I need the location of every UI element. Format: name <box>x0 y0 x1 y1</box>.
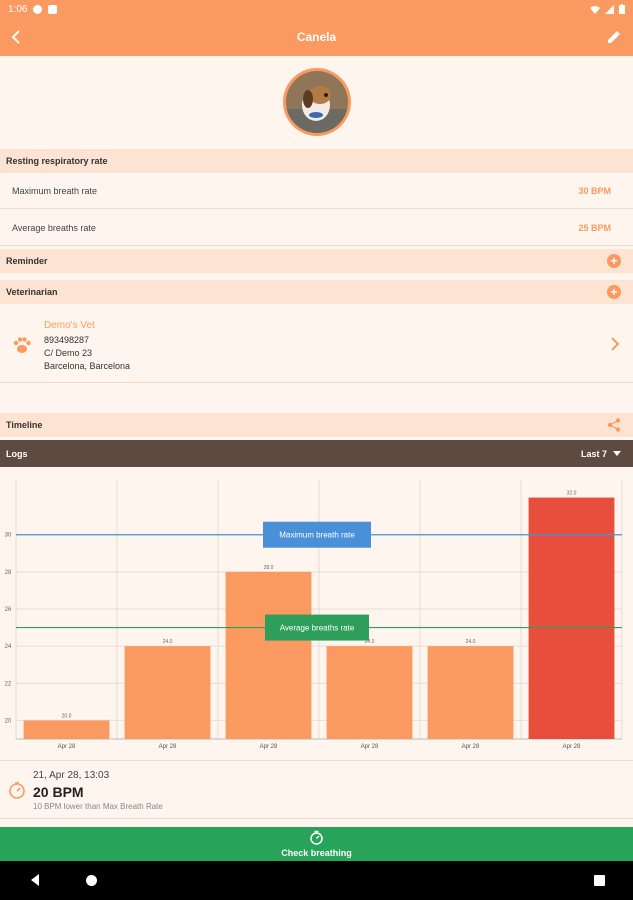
y-tick-label: 20 <box>5 718 12 724</box>
y-tick-label: 24 <box>5 644 12 650</box>
x-tick-label: Apr 28 <box>159 744 177 750</box>
nav-recents-icon[interactable] <box>594 875 605 886</box>
log-entry-partial <box>0 818 633 830</box>
reminder-header: Reminder + <box>0 249 633 273</box>
bar-value-label: 20.0 <box>62 713 72 719</box>
status-time: 1:06 <box>8 3 28 15</box>
max-breath-rate-row: Maximum breath rate 30 BPM <box>0 173 633 209</box>
y-tick-label: 28 <box>5 570 12 576</box>
pet-avatar <box>283 68 351 136</box>
battery-icon <box>619 4 625 14</box>
status-bar: 1:06 <box>0 0 633 18</box>
resting-rate-title: Resting respiratory rate <box>6 156 108 166</box>
stopwatch-icon <box>9 782 25 799</box>
x-tick-label: Apr 28 <box>563 744 581 750</box>
sd-card-icon <box>48 4 58 14</box>
share-icon[interactable] <box>607 418 621 432</box>
x-tick-label: Apr 28 <box>361 744 379 750</box>
timeline-title: Timeline <box>6 420 43 430</box>
chart-bar <box>427 646 514 739</box>
veterinarian-card[interactable]: Demo's Vet 893498287 C/ Demo 23 Barcelon… <box>0 305 633 383</box>
bar-value-label: 24.0 <box>163 639 173 645</box>
wifi-icon <box>590 5 600 14</box>
avg-breath-rate-value: 25 BPM <box>578 222 611 233</box>
chart-bar <box>326 646 413 739</box>
entry-datetime: 21, Apr 28, 13:03 <box>33 770 110 781</box>
veterinarian-header: Veterinarian + <box>0 280 633 304</box>
breath-rate-chart: 20 22 24 26 28 30 20.0 Apr 28 24.0 Apr 28 28.0 Apr … <box>5 479 623 750</box>
vet-city: Barcelona, Barcelona <box>44 361 131 371</box>
check-breathing-label: Check breathing <box>281 848 352 858</box>
logs-bar: Logs Last 7 <box>0 440 633 467</box>
edit-pencil-icon[interactable] <box>603 26 625 48</box>
reference-label: Average breaths rate <box>280 624 355 633</box>
x-tick-label: Apr 28 <box>58 744 76 750</box>
max-breath-rate-label: Maximum breath rate <box>12 185 98 196</box>
nav-home-icon[interactable] <box>86 875 97 886</box>
entry-bpm: 20 BPM <box>33 784 84 800</box>
x-tick-label: Apr 28 <box>260 744 278 750</box>
chart-bar <box>225 571 312 739</box>
nav-back-icon[interactable] <box>28 873 42 887</box>
notification-icon <box>33 4 43 14</box>
chevron-right-icon[interactable] <box>609 336 621 352</box>
reminder-title: Reminder <box>6 256 48 266</box>
bar-value-label: 24.0 <box>365 639 375 645</box>
vet-name: Demo's Vet <box>44 320 95 331</box>
back-arrow-icon[interactable] <box>6 26 28 48</box>
bar-value-label: 28.0 <box>264 565 274 571</box>
range-dropdown[interactable]: Last 7 <box>581 449 621 459</box>
chart-bar <box>124 646 211 739</box>
max-breath-rate-value: 30 BPM <box>578 185 611 196</box>
add-reminder-button[interactable]: + <box>607 254 621 268</box>
avg-breath-rate-label: Average breaths rate <box>12 222 96 233</box>
log-entry[interactable]: 21, Apr 28, 13:03 20 BPM 10 BPM lower th… <box>0 760 633 818</box>
x-tick-label: Apr 28 <box>462 744 480 750</box>
reference-label-box <box>263 521 371 548</box>
y-tick-label: 22 <box>5 681 12 687</box>
entry-note: 10 BPM lower than Max Breath Rate <box>33 802 163 811</box>
add-veterinarian-button[interactable]: + <box>607 285 621 299</box>
check-breathing-button[interactable]: Check breathing <box>0 827 633 861</box>
bar-value-label: 24.0 <box>466 639 476 645</box>
vet-phone: 893498287 <box>44 335 90 345</box>
reference-label: Maximum breath rate <box>279 531 355 540</box>
paw-icon <box>13 337 31 353</box>
chart-bar <box>23 720 110 739</box>
page-title: Canela <box>296 30 337 44</box>
range-value: Last 7 <box>580 448 607 459</box>
timeline-header: Timeline <box>0 413 633 437</box>
timer-icon <box>310 830 323 845</box>
veterinarian-title: Veterinarian <box>6 287 58 297</box>
pet-photo <box>286 71 348 133</box>
y-tick-label: 30 <box>5 533 12 539</box>
logs-title: Logs <box>6 448 28 459</box>
avg-breath-rate-row: Average breaths rate 25 BPM <box>0 210 633 246</box>
signal-icon <box>605 4 614 14</box>
vet-address: C/ Demo 23 <box>44 348 93 358</box>
bar-value-label: 32.0 <box>567 491 577 497</box>
reference-label-box <box>265 614 369 641</box>
resting-rate-header: Resting respiratory rate <box>0 149 633 173</box>
chart-bar <box>528 497 615 739</box>
system-nav-bar <box>0 861 633 900</box>
y-tick-label: 26 <box>5 607 12 613</box>
app-bar: Canela <box>0 18 633 56</box>
dropdown-arrow-icon <box>613 451 621 456</box>
